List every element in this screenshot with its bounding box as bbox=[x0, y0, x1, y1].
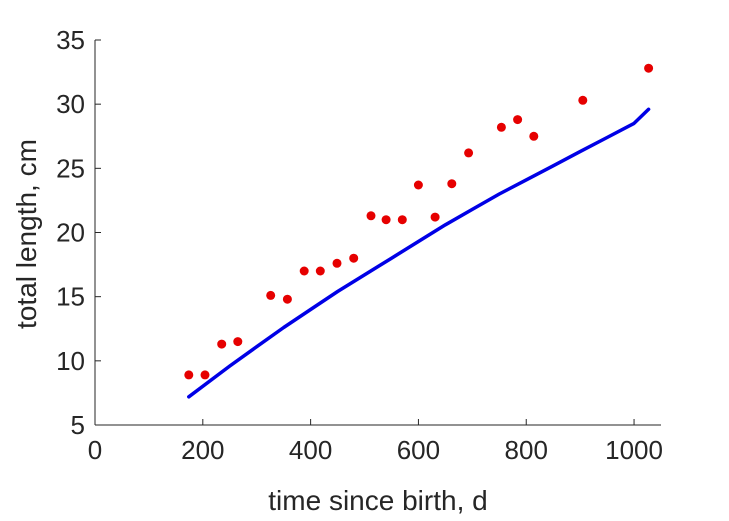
data-point bbox=[332, 258, 342, 268]
data-point bbox=[381, 215, 391, 225]
data-point bbox=[496, 122, 506, 132]
x-tick-label: 600 bbox=[397, 435, 440, 465]
data-point bbox=[299, 266, 309, 276]
x-tick-label: 800 bbox=[505, 435, 548, 465]
data-point bbox=[366, 211, 376, 221]
data-point bbox=[529, 131, 539, 141]
y-tick-label: 5 bbox=[71, 410, 85, 440]
x-tick-label: 400 bbox=[289, 435, 332, 465]
y-tick-label: 35 bbox=[56, 25, 85, 55]
data-point bbox=[233, 337, 243, 347]
data-point bbox=[464, 148, 474, 158]
x-tick-label: 1000 bbox=[605, 435, 663, 465]
data-point bbox=[513, 115, 523, 125]
data-point bbox=[578, 95, 588, 105]
y-axis-label: total length, cm bbox=[11, 139, 42, 329]
x-tick-label: 200 bbox=[181, 435, 224, 465]
y-tick-label: 10 bbox=[56, 346, 85, 376]
data-point bbox=[644, 63, 654, 73]
series-layer bbox=[184, 63, 654, 399]
data-point bbox=[349, 253, 359, 263]
y-axis: 5 10 15 20 25 30 35 bbox=[56, 25, 101, 440]
y-tick-label: 15 bbox=[56, 282, 85, 312]
data-point bbox=[266, 290, 276, 300]
y-tick-label: 30 bbox=[56, 89, 85, 119]
data-point bbox=[315, 266, 325, 276]
x-tick-label: 0 bbox=[88, 435, 102, 465]
data-point bbox=[217, 339, 227, 349]
data-point bbox=[413, 180, 423, 190]
x-axis-label: time since birth, d bbox=[268, 485, 487, 516]
data-point bbox=[200, 370, 210, 380]
data-point bbox=[282, 294, 292, 304]
data-point bbox=[447, 179, 457, 189]
data-point bbox=[397, 215, 407, 225]
y-tick-label: 20 bbox=[56, 218, 85, 248]
y-tick-label: 25 bbox=[56, 153, 85, 183]
x-axis: 0 200 400 600 800 1000 bbox=[88, 419, 663, 465]
fit-line bbox=[187, 107, 651, 399]
data-point bbox=[430, 212, 440, 222]
data-point bbox=[184, 370, 194, 380]
